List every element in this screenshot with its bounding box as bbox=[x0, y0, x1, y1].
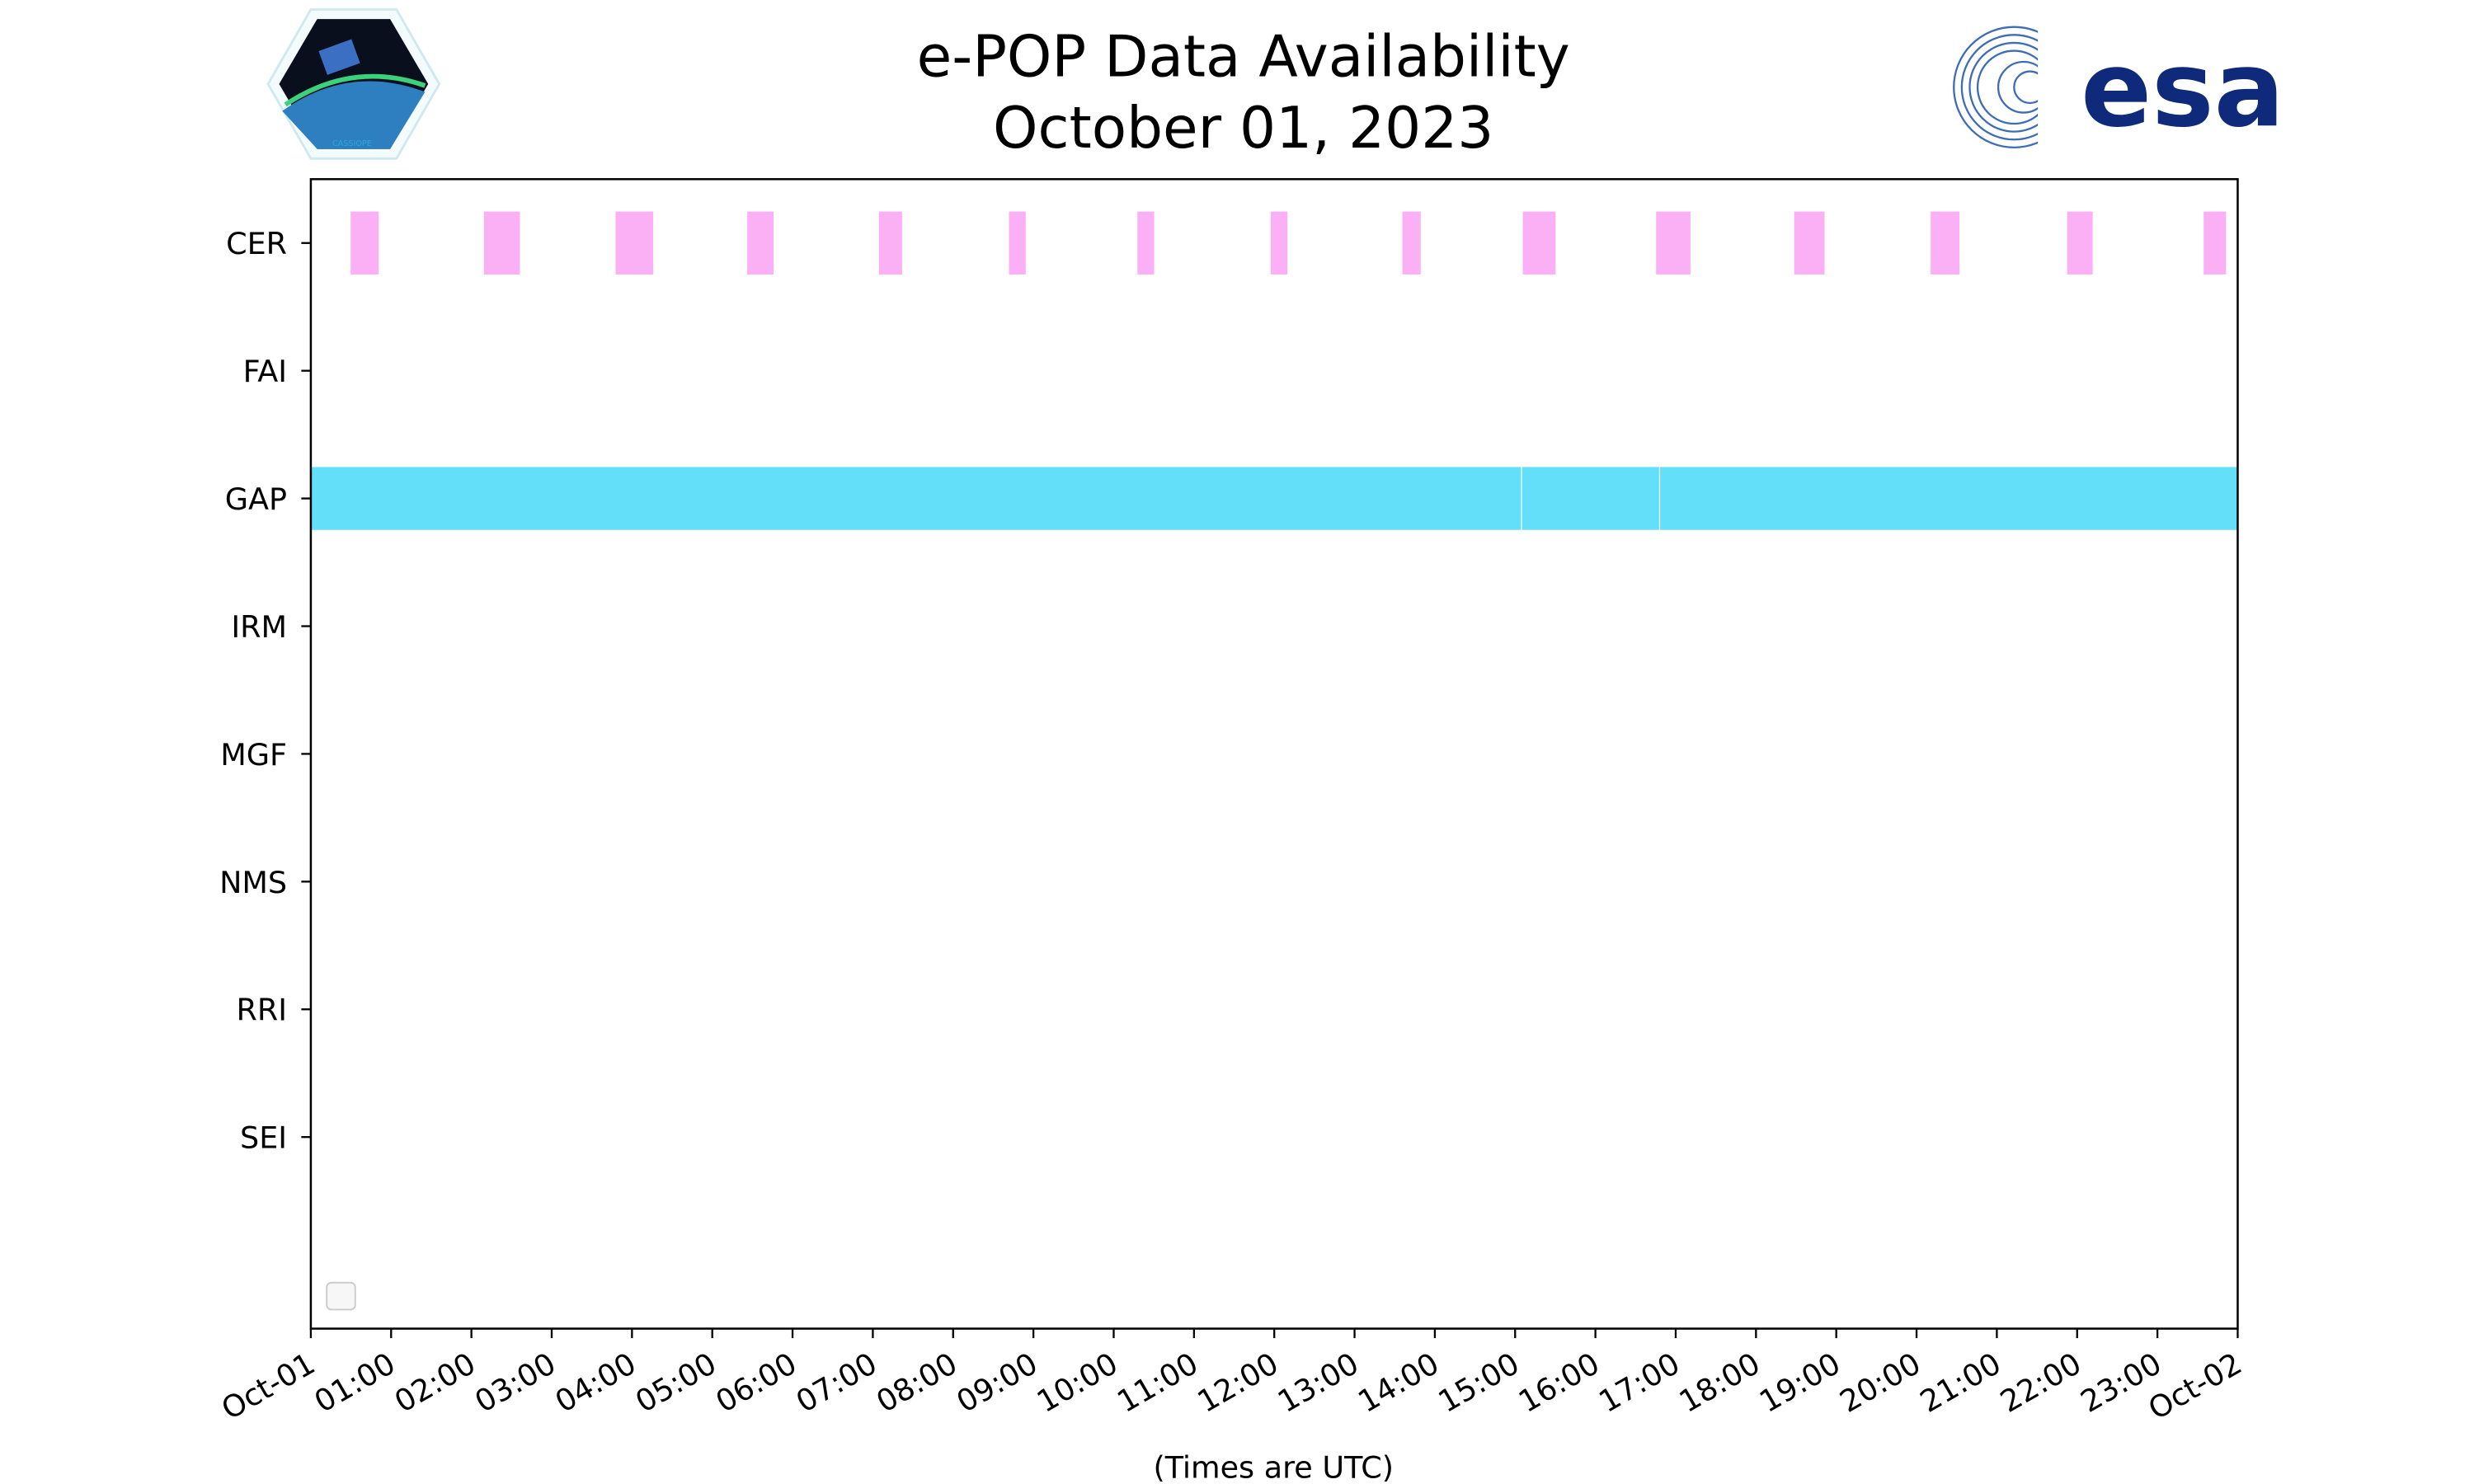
x-tick-label: 06:00 bbox=[710, 1345, 803, 1420]
x-tick-label: 13:00 bbox=[1272, 1345, 1365, 1420]
y-tick-label: IRM bbox=[231, 609, 287, 645]
svg-text:esa: esa bbox=[2081, 28, 2284, 150]
chart-subtitle: October 01, 2023 bbox=[993, 96, 1493, 162]
x-tick-label: 03:00 bbox=[469, 1345, 562, 1420]
x-tick-label: 05:00 bbox=[629, 1345, 722, 1420]
y-tick-label: FAI bbox=[243, 354, 287, 389]
y-tick-label: NMS bbox=[219, 865, 287, 900]
bar-gap bbox=[1521, 466, 1661, 531]
chart-title: e-POP Data Availability bbox=[917, 24, 1570, 90]
bar-cer bbox=[1136, 210, 1155, 276]
x-tick-label: 07:00 bbox=[790, 1345, 883, 1420]
bar-cer bbox=[614, 210, 655, 276]
bar-gap bbox=[1658, 466, 2239, 531]
y-tick-label: GAP bbox=[225, 481, 287, 517]
x-tick-label: 01:00 bbox=[308, 1345, 402, 1420]
x-tick-label: 21:00 bbox=[1914, 1345, 2007, 1420]
x-tick-label: 10:00 bbox=[1031, 1345, 1124, 1420]
x-tick-label: 18:00 bbox=[1673, 1345, 1766, 1420]
bar-cer bbox=[1522, 210, 1557, 276]
legend-box bbox=[326, 1281, 356, 1311]
y-tick-label: RRI bbox=[237, 993, 288, 1028]
bar-cer bbox=[1269, 210, 1289, 276]
x-tick-label: 16:00 bbox=[1512, 1345, 1606, 1420]
x-tick-label: 11:00 bbox=[1111, 1345, 1204, 1420]
x-tick-label: 09:00 bbox=[951, 1345, 1044, 1420]
bar-gap bbox=[310, 466, 1522, 531]
bar-cer bbox=[745, 210, 775, 276]
bar-cer bbox=[1793, 210, 1826, 276]
svg-text:CASSIOPE: CASSIOPE bbox=[332, 139, 372, 148]
bar-cer bbox=[1401, 210, 1422, 276]
x-tick-label: Oct-01 bbox=[215, 1345, 321, 1427]
y-tick-label: SEI bbox=[240, 1120, 287, 1156]
x-tick-label: 04:00 bbox=[549, 1345, 642, 1420]
x-tick-label: 02:00 bbox=[388, 1345, 482, 1420]
bar-cer bbox=[2203, 210, 2227, 276]
bar-cer bbox=[350, 210, 380, 276]
bar-cer bbox=[482, 210, 521, 276]
y-tick-label: MGF bbox=[220, 737, 287, 773]
x-tick-label: 20:00 bbox=[1834, 1345, 1927, 1420]
bar-cer bbox=[1008, 210, 1027, 276]
x-tick-label: Oct-02 bbox=[2142, 1345, 2248, 1427]
x-tick-label: 08:00 bbox=[870, 1345, 963, 1420]
bar-cer bbox=[877, 210, 904, 276]
x-tick-label: 17:00 bbox=[1593, 1345, 1686, 1420]
x-tick-label: 15:00 bbox=[1432, 1345, 1526, 1420]
cassiope-logo: CASSIOPE bbox=[266, 8, 441, 160]
x-axis-label: (Times are UTC) bbox=[1153, 1449, 1394, 1484]
x-tick-label: 19:00 bbox=[1753, 1345, 1846, 1420]
x-tick-label: 12:00 bbox=[1192, 1345, 1285, 1420]
x-tick-label: 22:00 bbox=[1994, 1345, 2087, 1420]
plot-frame bbox=[309, 178, 2239, 1330]
bar-cer bbox=[2066, 210, 2094, 276]
bar-cer bbox=[1655, 210, 1692, 276]
x-tick-label: 14:00 bbox=[1352, 1345, 1445, 1420]
bar-cer bbox=[1930, 210, 1961, 276]
esa-logo: esa bbox=[1953, 23, 2284, 151]
y-tick-label: CER bbox=[226, 226, 287, 261]
